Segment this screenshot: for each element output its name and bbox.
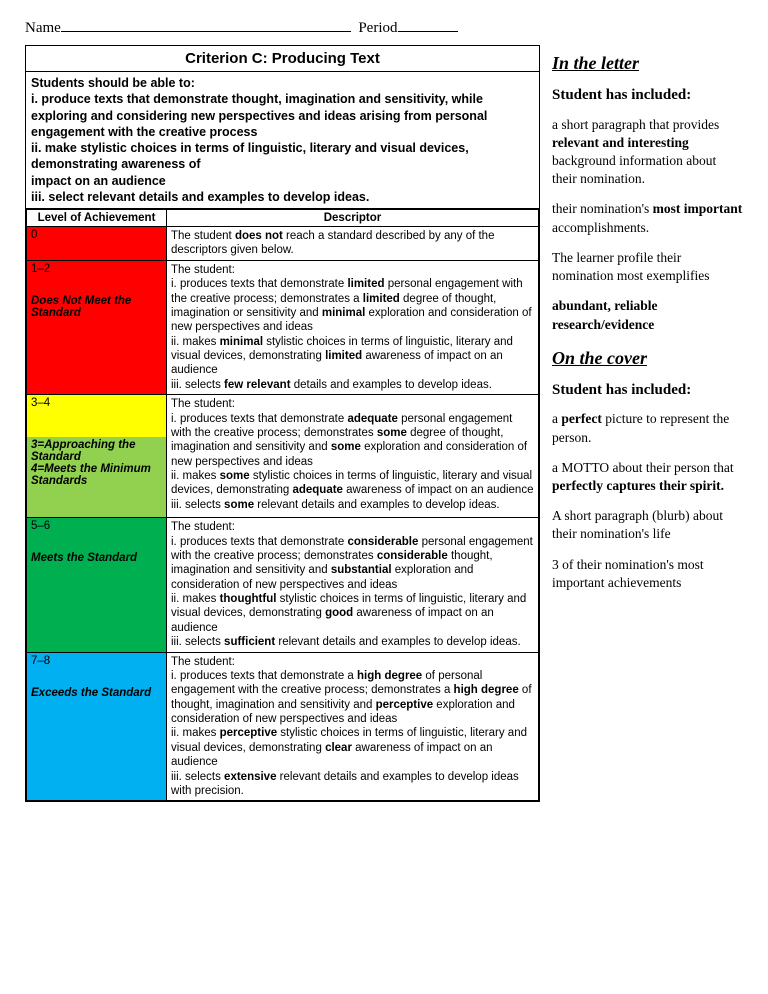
s1-item: their nomination's most important accomp… bbox=[552, 200, 743, 236]
desc-cell-3: The student:i. produces texts that demon… bbox=[167, 518, 539, 652]
sidebar: In the letter Student has included: a sh… bbox=[552, 45, 743, 802]
rubric-table: Level of Achievement Descriptor 0 The st… bbox=[26, 209, 539, 801]
s2-item: A short paragraph (blurb) about their no… bbox=[552, 507, 743, 543]
section1-title: In the letter bbox=[552, 51, 743, 75]
level-cell-1: 1–2 Does Not Meet the Standard bbox=[27, 260, 167, 394]
desc-cell-1: The student:i. produces texts that demon… bbox=[167, 260, 539, 394]
s2-item: a MOTTO about their person that perfectl… bbox=[552, 459, 743, 495]
header-line: Name Period bbox=[25, 20, 743, 37]
level-cell-3: 5–6 Meets the Standard bbox=[27, 518, 167, 652]
section2-title: On the cover bbox=[552, 346, 743, 370]
name-blank bbox=[61, 31, 351, 32]
rubric-box: Criterion C: Producing Text Students sho… bbox=[25, 45, 540, 802]
col2-header: Descriptor bbox=[167, 210, 539, 227]
intro-body: i. produce texts that demonstrate though… bbox=[31, 92, 487, 204]
col1-header: Level of Achievement bbox=[27, 210, 167, 227]
level-cell-4: 7–8 Exceeds the Standard bbox=[27, 652, 167, 801]
desc-cell-2: The student:i. produces texts that demon… bbox=[167, 395, 539, 518]
table-row: 3–4 3=Approaching the Standard4=Meets th… bbox=[27, 395, 539, 518]
table-row: 5–6 Meets the Standard The student:i. pr… bbox=[27, 518, 539, 652]
desc-cell-4: The student:i. produces texts that demon… bbox=[167, 652, 539, 801]
table-row: 0 The student does not reach a standard … bbox=[27, 227, 539, 261]
rubric-intro: Students should be able to: i. produce t… bbox=[26, 72, 539, 209]
rubric-title: Criterion C: Producing Text bbox=[26, 46, 539, 72]
period-label: Period bbox=[358, 20, 397, 36]
s1-item: a short paragraph that provides relevant… bbox=[552, 116, 743, 189]
desc-cell-0: The student does not reach a standard de… bbox=[167, 227, 539, 261]
intro-lead: Students should be able to: bbox=[31, 76, 195, 90]
period-blank bbox=[398, 31, 458, 32]
s1-item: abundant, reliable research/evidence bbox=[552, 297, 743, 333]
s1-item: The learner profile their nomination mos… bbox=[552, 249, 743, 285]
level-cell-2: 3–4 3=Approaching the Standard4=Meets th… bbox=[27, 395, 167, 518]
level-cell-0: 0 bbox=[27, 227, 167, 261]
section2-sub: Student has included: bbox=[552, 380, 743, 400]
table-row: 7–8 Exceeds the Standard The student:i. … bbox=[27, 652, 539, 801]
s2-item: a perfect picture to represent the perso… bbox=[552, 410, 743, 446]
section1-sub: Student has included: bbox=[552, 85, 743, 105]
s2-item: 3 of their nomination's most important a… bbox=[552, 556, 743, 592]
name-label: Name bbox=[25, 20, 61, 36]
table-row: 1–2 Does Not Meet the Standard The stude… bbox=[27, 260, 539, 394]
